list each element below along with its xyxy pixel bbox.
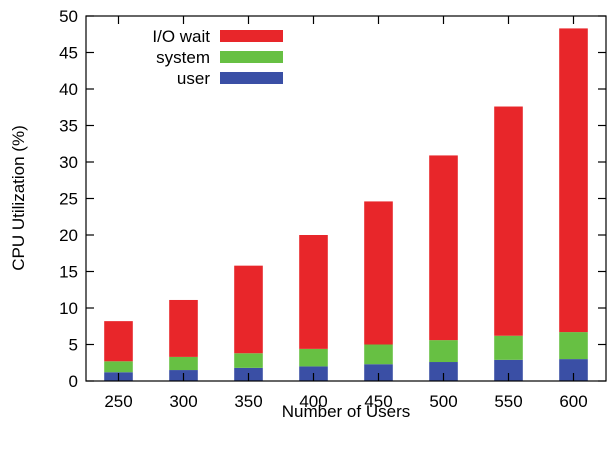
legend: I/O wait system user (152, 27, 283, 88)
bar-system-300 (169, 356, 198, 371)
bar-i-o-wait-600 (559, 28, 588, 333)
bar-system-250 (104, 361, 133, 373)
x-tick-label: 250 (104, 392, 132, 411)
bar-i-o-wait-450 (364, 201, 393, 345)
x-tick-label: 400 (299, 392, 327, 411)
bar-system-350 (234, 353, 263, 368)
bar-user-500 (429, 362, 458, 381)
y-axis: 0 5 10 15 20 25 30 35 40 45 50 (59, 7, 606, 391)
bar-user-450 (364, 364, 393, 381)
y-tick-label: 0 (69, 372, 78, 391)
y-tick-label: 30 (59, 153, 78, 172)
y-tick-label: 25 (59, 190, 78, 209)
y-tick-label: 20 (59, 226, 78, 245)
legend-label: user (177, 69, 210, 88)
legend-label: I/O wait (152, 27, 210, 46)
y-axis-title: CPU Utilization (%) (9, 125, 28, 270)
y-tick-label: 5 (69, 336, 78, 355)
y-tick-label: 40 (59, 80, 78, 99)
x-tick-label: 450 (364, 392, 392, 411)
y-tick-label: 50 (59, 7, 78, 26)
bar-i-o-wait-550 (494, 106, 523, 336)
x-tick-label: 600 (559, 392, 587, 411)
x-axis-title: Number of Users (282, 402, 410, 421)
bar-system-400 (299, 348, 328, 367)
x-tick-label: 500 (429, 392, 457, 411)
legend-label: system (156, 48, 210, 67)
y-tick-label: 35 (59, 117, 78, 136)
bar-i-o-wait-350 (234, 265, 263, 354)
y-tick-label: 10 (59, 299, 78, 318)
legend-swatch (220, 51, 283, 63)
bar-system-500 (429, 340, 458, 363)
bar-system-450 (364, 344, 393, 365)
x-axis: 250 300 350 400 450 500 550 600 (104, 16, 588, 411)
bar-system-550 (494, 335, 523, 360)
bar-i-o-wait-300 (169, 299, 198, 357)
legend-swatch (220, 30, 283, 42)
bar-i-o-wait-250 (104, 321, 133, 362)
y-tick-label: 45 (59, 44, 78, 63)
x-tick-label: 550 (494, 392, 522, 411)
plot-frame (85, 15, 607, 382)
bars-layer (104, 28, 588, 381)
bar-i-o-wait-400 (299, 235, 328, 349)
bar-user-550 (494, 359, 523, 381)
bar-system-600 (559, 332, 588, 360)
y-tick-label: 15 (59, 263, 78, 282)
bar-user-600 (559, 359, 588, 381)
legend-swatch (220, 72, 283, 84)
bar-i-o-wait-500 (429, 155, 458, 341)
x-tick-label: 350 (234, 392, 262, 411)
x-tick-label: 300 (169, 392, 197, 411)
